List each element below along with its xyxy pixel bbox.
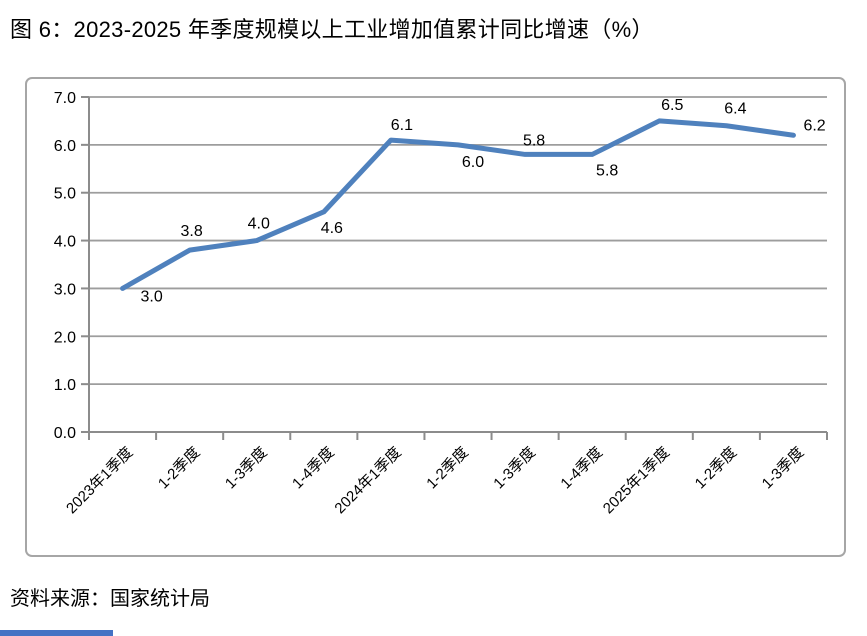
y-tick-label: 0.0	[54, 425, 76, 442]
data-label: 6.4	[724, 101, 746, 118]
x-category-label: 1-4季度	[557, 444, 606, 493]
x-category-label: 2023年1季度	[63, 444, 136, 517]
y-tick-label: 3.0	[54, 281, 76, 298]
data-label: 6.1	[391, 117, 413, 134]
source-note: 资料来源：国家统计局	[10, 588, 210, 610]
chart-container: 0.0 1.0 2.0 3.0 4.0 5.0 6.0 7.0 3.0 3.8 4.0 4.6 6.1 6…	[25, 77, 846, 557]
data-label: 6.5	[661, 97, 683, 114]
y-tick-label: 6.0	[54, 138, 76, 155]
data-label: 3.8	[181, 223, 203, 240]
data-label: 5.8	[596, 162, 618, 179]
line-chart: 0.0 1.0 2.0 3.0 4.0 5.0 6.0 7.0 3.0 3.8 4.0 4.6 6.1 6…	[54, 90, 828, 517]
data-label: 5.8	[523, 132, 545, 149]
data-label: 6.0	[462, 154, 484, 171]
bottom-accent-bar	[0, 630, 113, 636]
figure-title: 图 6：2023-2025 年季度规模以上工业增加值累计同比增速（%）	[10, 17, 654, 42]
x-category-label: 1-4季度	[289, 444, 338, 493]
y-tick-label: 5.0	[54, 186, 76, 203]
y-tick-label: 4.0	[54, 234, 76, 251]
data-label: 6.2	[803, 117, 825, 134]
y-tick-label: 2.0	[54, 329, 76, 346]
x-category-label: 1-3季度	[490, 444, 539, 493]
series-line	[120, 118, 796, 291]
x-category-label: 1-3季度	[222, 444, 271, 493]
data-label: 4.0	[248, 216, 270, 233]
x-category-label: 2025年1季度	[600, 444, 673, 517]
x-category-label: 1-2季度	[692, 444, 741, 493]
x-category-label: 1-2季度	[423, 444, 472, 493]
x-category-label: 1-2季度	[155, 444, 204, 493]
y-tick-label: 7.0	[54, 90, 76, 107]
x-category-label: 1-3季度	[759, 444, 808, 493]
x-category-label: 2024年1季度	[331, 444, 404, 517]
data-label: 3.0	[141, 288, 163, 305]
data-label: 4.6	[321, 220, 343, 237]
y-tick-label: 1.0	[54, 377, 76, 394]
